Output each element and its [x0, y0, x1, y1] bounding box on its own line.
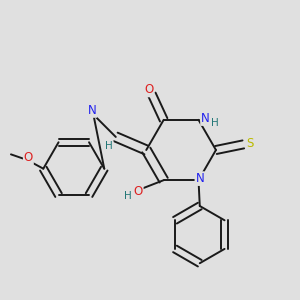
Text: O: O	[134, 185, 143, 198]
Text: N: N	[88, 104, 97, 117]
Text: S: S	[247, 137, 254, 150]
Text: N: N	[201, 112, 210, 125]
Text: H: H	[105, 141, 113, 151]
Text: N: N	[195, 172, 204, 185]
Text: H: H	[124, 191, 132, 201]
Text: O: O	[24, 151, 33, 164]
Text: H: H	[212, 118, 219, 128]
Text: O: O	[144, 83, 153, 97]
